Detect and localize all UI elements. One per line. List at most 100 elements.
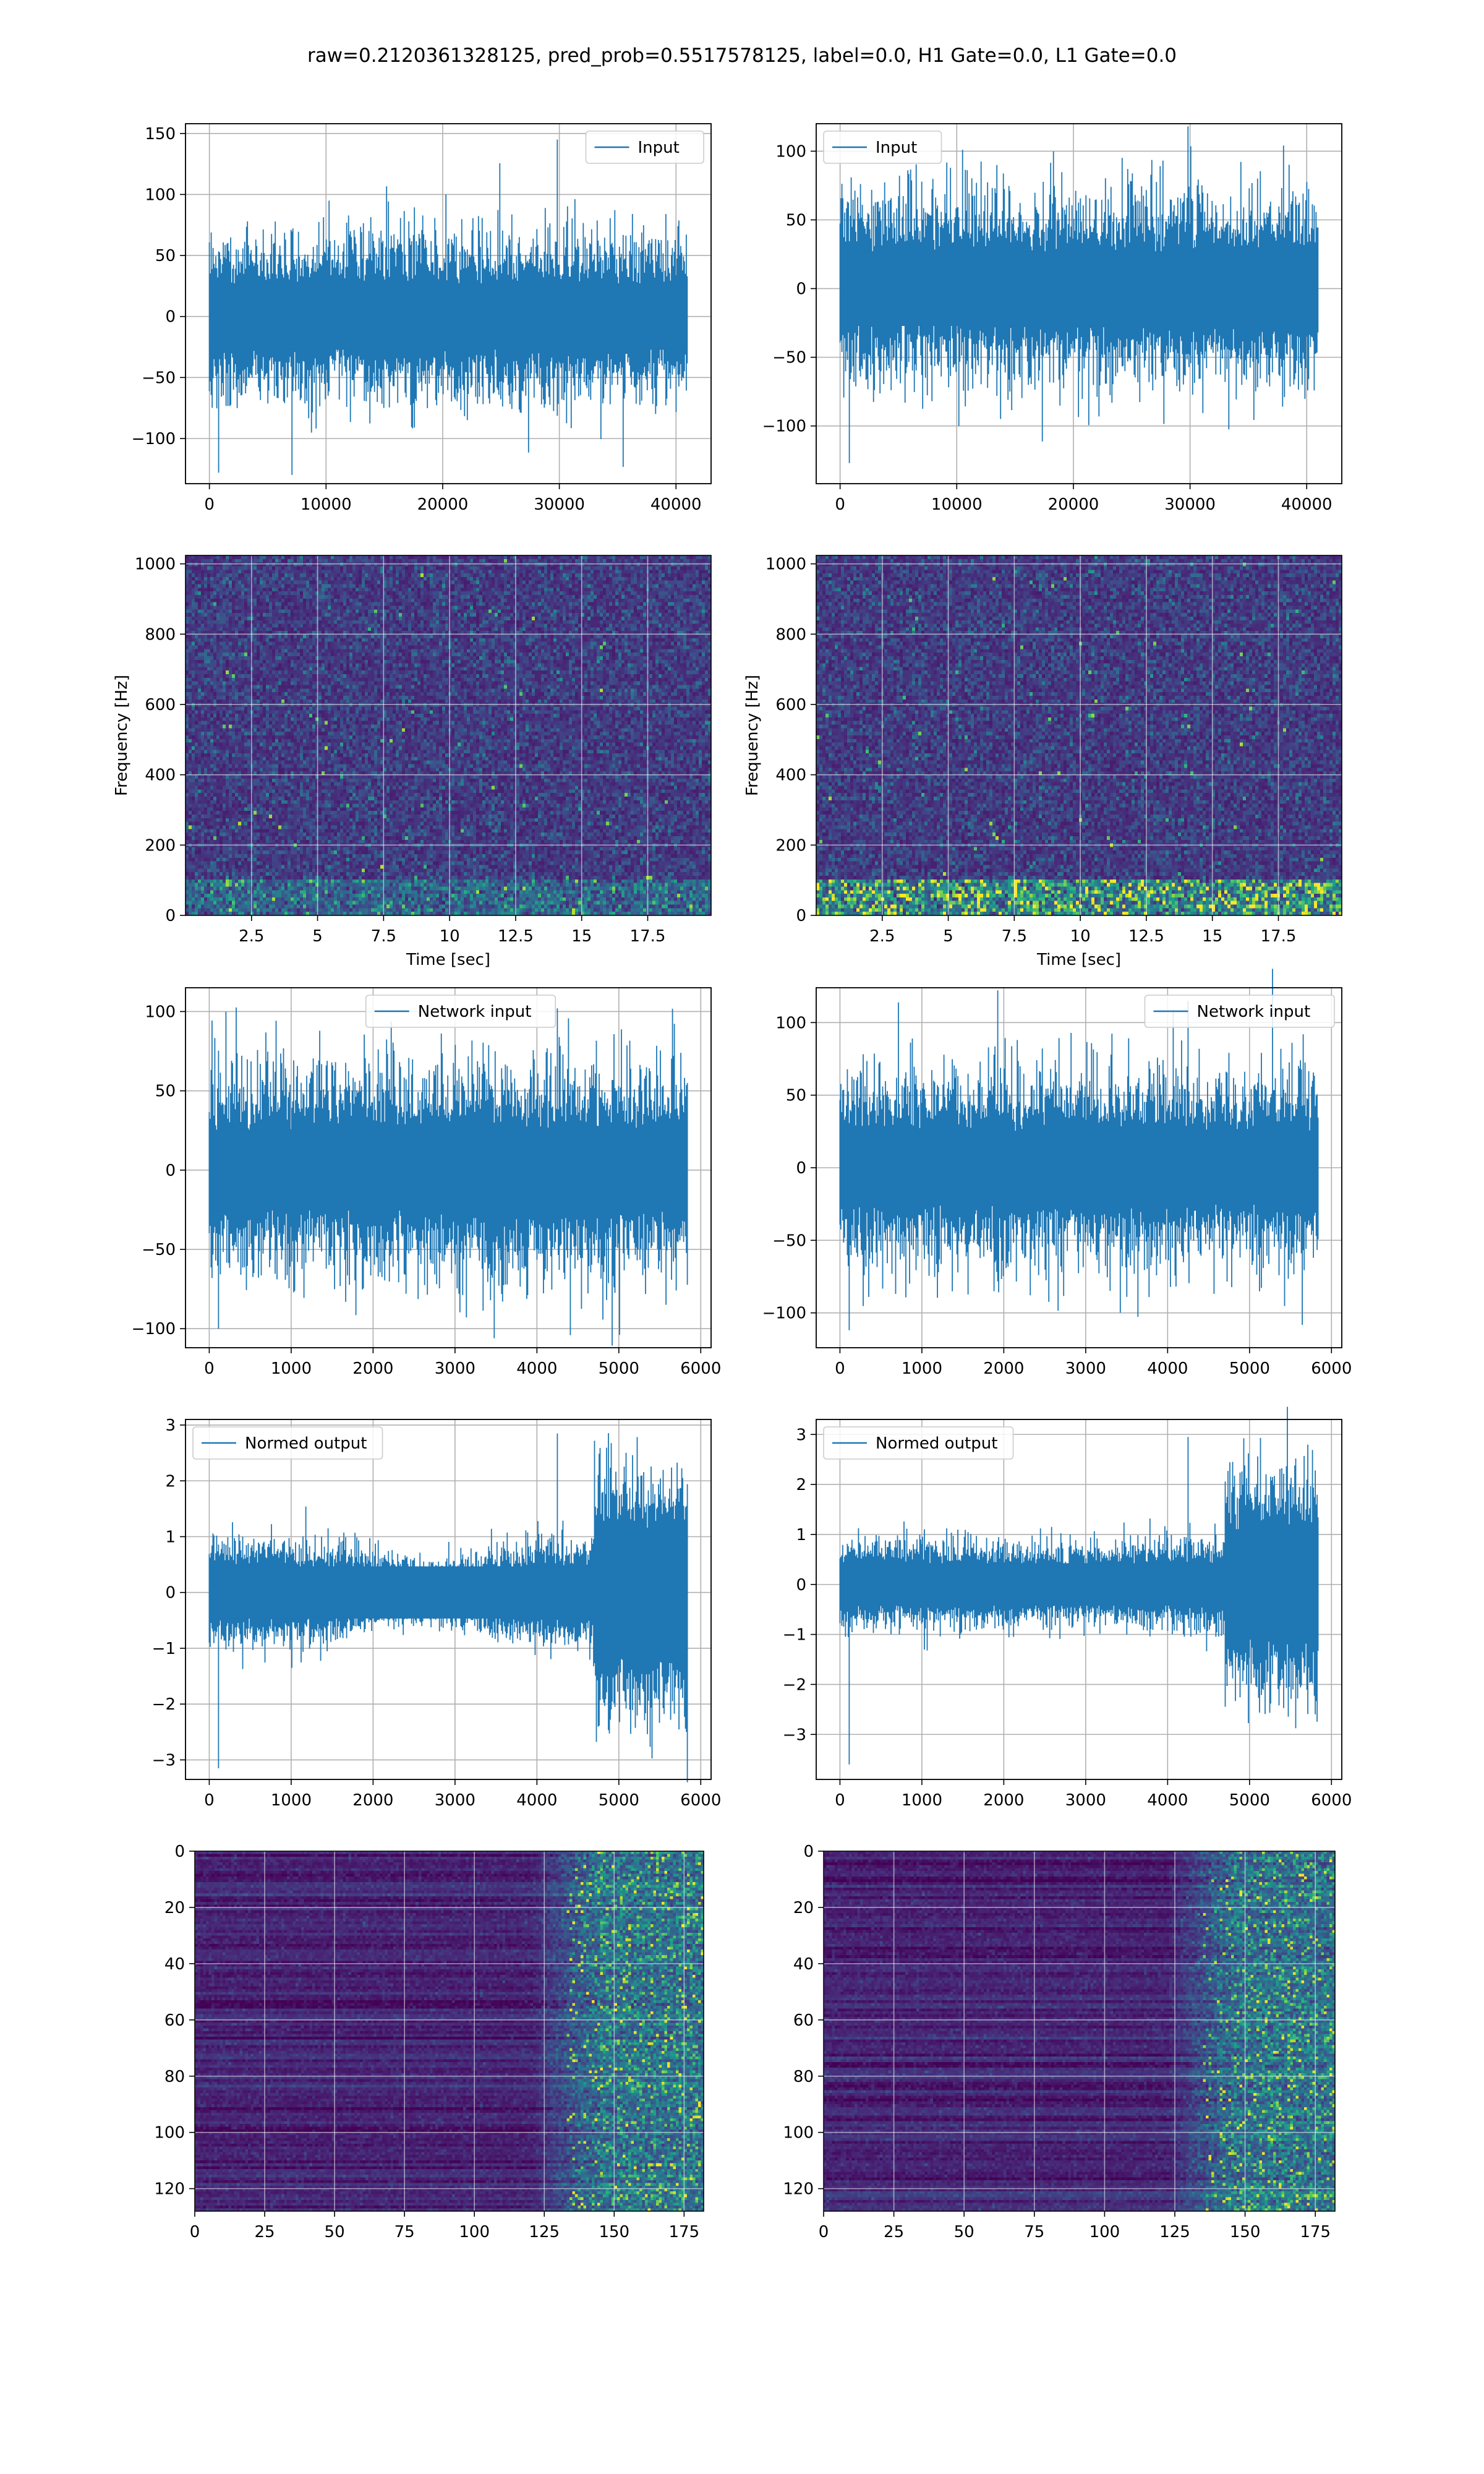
axes-frame-top (185, 987, 712, 1348)
x-tick-label: 30000 (1164, 495, 1216, 514)
legend-label: Normed output (876, 1434, 997, 1453)
x-tick-label: 0 (819, 2223, 829, 2241)
subplot-input_h1: 0 10000 20000 30000 40000 −100 −50 0 50 100 150 Inp… (132, 123, 712, 514)
y-tick-label: 200 (775, 836, 806, 855)
y-tick-label: 600 (775, 696, 806, 714)
x-tick-label: 5000 (599, 1359, 639, 1378)
x-tick-label: 10000 (301, 495, 352, 514)
y-tick-label: 0 (796, 1159, 806, 1178)
x-tick-label: 6000 (1311, 1791, 1352, 1810)
y-tick-label: 400 (145, 766, 176, 785)
x-tick-label: 5 (312, 927, 323, 946)
y-tick-label: 0 (796, 1576, 806, 1594)
y-tick-label: 100 (775, 1014, 806, 1032)
axes-frame-top (816, 1419, 1342, 1780)
y-tick-label: 0 (803, 1843, 814, 1861)
x-tick-label: 1000 (902, 1791, 942, 1810)
x-tick-label: 25 (255, 2223, 275, 2241)
legend-box (192, 1426, 383, 1460)
x-tick-label: 0 (835, 495, 845, 514)
y-tick-label: 2 (165, 1472, 176, 1491)
y-tick-label: 400 (775, 766, 806, 785)
legend: Input (823, 131, 942, 164)
y-tick-label: −100 (132, 430, 176, 448)
legend-box (823, 1426, 1014, 1460)
legend-label: Network input (418, 1003, 532, 1021)
x-tick-label: 5000 (1229, 1359, 1270, 1378)
x-tick-label: 2.5 (869, 927, 895, 946)
series-core (840, 1131, 1318, 1205)
legend: Normed output (192, 1426, 383, 1460)
legend: Normed output (823, 1426, 1014, 1460)
legend-label: Input (638, 139, 680, 157)
y-tick-label: 1000 (765, 555, 806, 574)
y-tick-label: 800 (775, 625, 806, 644)
x-tick-label: 20000 (1048, 495, 1099, 514)
y-tick-label: 40 (164, 1955, 185, 1974)
legend-label: Input (876, 139, 917, 157)
figure-title: raw=0.2120361328125, pred_prob=0.5517578… (307, 45, 1177, 67)
x-tick-label: 3000 (435, 1359, 475, 1378)
x-tick-label: 0 (204, 1791, 215, 1810)
x-tick-label: 4000 (516, 1359, 557, 1378)
x-tick-label: 2.5 (239, 927, 264, 946)
x-tick-label: 2000 (983, 1359, 1024, 1378)
y-tick-label: 1 (796, 1526, 806, 1544)
y-tick-label: 0 (174, 1843, 185, 1861)
axes-frame (816, 555, 1342, 916)
x-axis-label: Time [sec] (1036, 951, 1121, 969)
y-tick-label: 100 (154, 2124, 185, 2142)
y-axis-label: Frequency [Hz] (743, 675, 762, 796)
y-tick-label: −3 (783, 1726, 806, 1744)
x-tick-label: 3000 (435, 1791, 475, 1810)
axes-frame-top (185, 1419, 712, 1780)
x-tick-label: 4000 (1147, 1359, 1188, 1378)
subplot-feat_l1: 0 25 50 75 100 125 150 175 0 20 40 60 80 100 120 (783, 1843, 1336, 2241)
x-tick-label: 40000 (650, 495, 702, 514)
x-tick-label: 125 (1159, 2223, 1190, 2241)
y-tick-label: 50 (155, 247, 176, 265)
x-tick-label: 17.5 (630, 927, 666, 946)
x-tick-label: 150 (1230, 2223, 1261, 2241)
x-tick-label: 15 (571, 927, 592, 946)
y-axis-label: Frequency [Hz] (113, 675, 131, 796)
x-tick-label: 2000 (983, 1791, 1024, 1810)
y-tick-label: 40 (793, 1955, 814, 1974)
x-tick-label: 75 (394, 2223, 415, 2241)
x-tick-label: 17.5 (1261, 927, 1297, 946)
subplot-input_l1: 0 10000 20000 30000 40000 −100 −50 0 50 100 Input (762, 123, 1342, 514)
x-tick-label: 10 (440, 927, 460, 946)
y-tick-label: 3 (165, 1416, 176, 1435)
x-tick-label: 40000 (1281, 495, 1333, 514)
x-tick-label: 7.5 (1002, 927, 1027, 946)
y-tick-label: −2 (152, 1695, 176, 1714)
subplot-normed_h1: 0 1000 2000 3000 4000 5000 6000 −3 −2 −1 0 1 2 3 Norme… (152, 1416, 722, 1810)
series-burst-core (594, 1530, 688, 1655)
heatmap-image (824, 1851, 1335, 2211)
heatmap-image (816, 555, 1342, 915)
y-tick-label: 100 (783, 2124, 814, 2142)
y-tick-label: 0 (796, 280, 806, 299)
x-tick-label: 2000 (352, 1359, 393, 1378)
heatmap-image (195, 1851, 704, 2211)
series-burst-core (1225, 1529, 1318, 1640)
x-tick-label: 12.5 (498, 927, 534, 946)
legend-label: Normed output (245, 1434, 367, 1453)
series-core (209, 283, 688, 350)
series-core (209, 1129, 688, 1211)
y-tick-label: −50 (772, 1231, 806, 1250)
x-tick-label: 0 (204, 1359, 215, 1378)
y-tick-label: 20 (164, 1899, 185, 1917)
legend-label: Network input (1197, 1003, 1311, 1021)
x-tick-label: 10000 (931, 495, 983, 514)
y-tick-label: 80 (164, 2068, 185, 2086)
subplot-spec_l1: 2.5 5 7.5 10 12.5 15 17.5 0 200 400 600 800 1000 Time… (743, 555, 1342, 969)
legend-box (823, 131, 942, 164)
y-tick-label: 60 (793, 2011, 814, 2030)
x-tick-label: 2000 (352, 1791, 393, 1810)
axes-frame-top (816, 987, 1342, 1348)
y-tick-label: −100 (132, 1320, 176, 1338)
x-tick-label: 1000 (271, 1791, 312, 1810)
legend: Network input (365, 995, 556, 1028)
y-tick-label: 100 (145, 186, 176, 204)
